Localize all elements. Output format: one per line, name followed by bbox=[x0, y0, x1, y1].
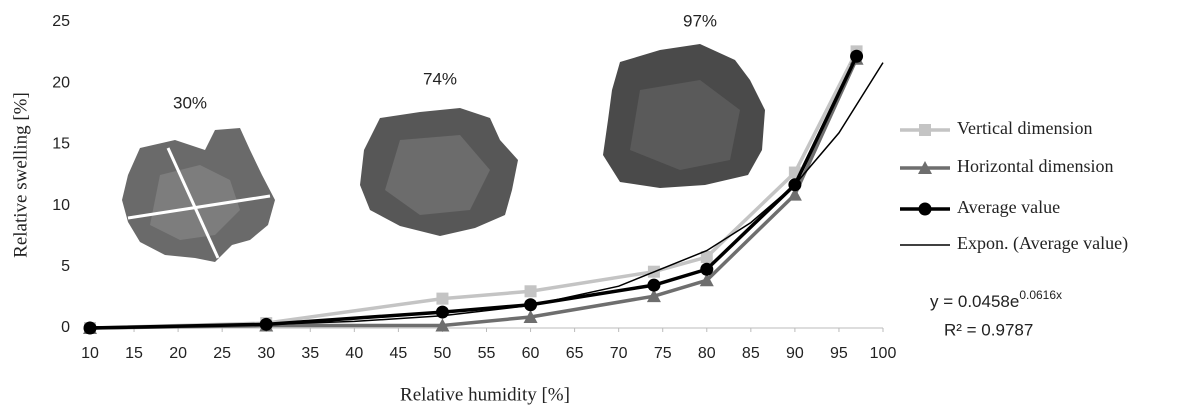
marker bbox=[647, 278, 661, 292]
marker bbox=[435, 318, 450, 332]
x-tick-label: 25 bbox=[213, 345, 231, 362]
annotation: 97% bbox=[683, 11, 717, 30]
y-tick-label: 25 bbox=[52, 13, 70, 30]
y-tick-label: 20 bbox=[52, 74, 70, 91]
series-line bbox=[89, 55, 859, 330]
x-tick-label: 55 bbox=[478, 345, 496, 362]
sample-photo-97 bbox=[603, 44, 765, 188]
x-tick-label: 75 bbox=[654, 345, 672, 362]
x-tick-label: 60 bbox=[522, 345, 540, 362]
x-tick-label: 10 bbox=[81, 345, 99, 362]
trendline bbox=[89, 62, 884, 328]
marker bbox=[646, 289, 661, 303]
marker bbox=[700, 251, 713, 264]
sample-photo-74 bbox=[360, 108, 518, 236]
sample-photo-30 bbox=[122, 128, 275, 262]
x-tick-label: 85 bbox=[742, 345, 760, 362]
x-tick-label: 80 bbox=[698, 345, 716, 362]
y-tick-label: 5 bbox=[61, 258, 70, 275]
equation-base: y = 0.0458e bbox=[930, 292, 1019, 311]
legend-marker bbox=[918, 202, 932, 216]
y-tick-label: 15 bbox=[52, 136, 70, 153]
series-line bbox=[89, 57, 859, 330]
legend-label: Average value bbox=[957, 197, 1060, 217]
y-tick-label: 0 bbox=[61, 319, 70, 336]
annotation: 74% bbox=[423, 69, 457, 88]
marker bbox=[850, 49, 864, 63]
x-tick-label: 45 bbox=[389, 345, 407, 362]
x-tick-label: 95 bbox=[830, 345, 848, 362]
trend-r2: R² = 0.9787 bbox=[944, 320, 1033, 339]
x-tick-label: 20 bbox=[169, 345, 187, 362]
x-tick-label: 40 bbox=[345, 345, 363, 362]
x-tick-label: 70 bbox=[610, 345, 628, 362]
legend-label: Expon. (Average value) bbox=[957, 233, 1128, 254]
x-tick-label: 15 bbox=[125, 345, 143, 362]
x-tick-label: 65 bbox=[566, 345, 584, 362]
marker bbox=[83, 321, 97, 335]
x-tick-label: 35 bbox=[301, 345, 319, 362]
x-tick-label: 30 bbox=[257, 345, 275, 362]
legend-label: Horizontal dimension bbox=[957, 156, 1113, 176]
x-tick-label: 100 bbox=[870, 345, 897, 362]
y-axis-label: Relative swelling [%] bbox=[10, 92, 31, 258]
legend-label: Vertical dimension bbox=[957, 118, 1092, 138]
marker bbox=[700, 262, 714, 276]
marker bbox=[787, 187, 802, 201]
marker bbox=[436, 292, 449, 305]
annotation: 30% bbox=[173, 93, 207, 112]
marker bbox=[524, 285, 537, 298]
legend-marker bbox=[918, 161, 932, 174]
series-line bbox=[89, 50, 859, 330]
x-tick-label: 90 bbox=[786, 345, 804, 362]
trend-equation: y = 0.0458e0.0616x bbox=[930, 288, 1062, 311]
y-tick-label: 10 bbox=[52, 197, 70, 214]
marker bbox=[699, 273, 714, 287]
equation-exponent: 0.0616x bbox=[1019, 288, 1062, 302]
x-axis-label: Relative humidity [%] bbox=[400, 384, 570, 405]
marker bbox=[523, 309, 538, 323]
legend-marker bbox=[919, 124, 931, 136]
x-tick-label: 50 bbox=[434, 345, 452, 362]
